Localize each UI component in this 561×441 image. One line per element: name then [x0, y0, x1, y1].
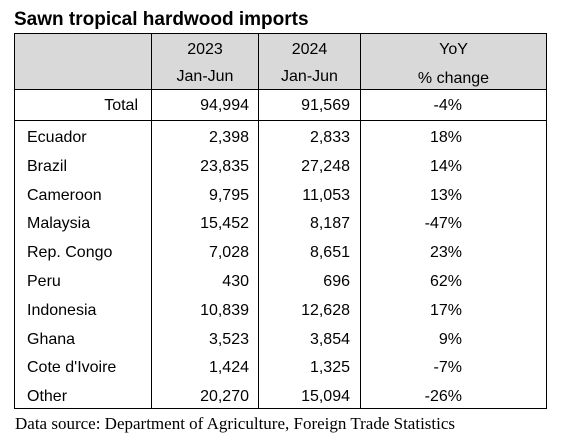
country-cell: Ecuador	[27, 129, 87, 146]
value-2024-cell: 12,628	[301, 302, 350, 319]
imports-table: 2023 Jan-Jun 2024 Jan-Jun YoY % change T…	[14, 33, 547, 409]
total-2023: 94,994	[200, 97, 249, 114]
value-2023-cell: 10,839	[200, 302, 249, 319]
value-2024-cell: 1,325	[309, 359, 350, 376]
header-yoy-unit: % change	[417, 70, 490, 87]
yoy-cell: 14%	[429, 158, 462, 175]
value-2023-cell: 2,398	[208, 129, 249, 146]
column-divider	[258, 34, 259, 408]
country-cell: Other	[27, 388, 68, 405]
value-2024-cell: 27,248	[301, 158, 350, 175]
value-2024-cell: 15,094	[301, 388, 350, 405]
yoy-cell: -7%	[433, 359, 462, 376]
country-cell: Indonesia	[27, 302, 97, 319]
value-2024-cell: 2,833	[309, 129, 350, 146]
value-2024-cell: 11,053	[302, 187, 350, 204]
country-cell: Peru	[27, 273, 61, 290]
country-cell: Cote d'Ivoire	[27, 359, 117, 376]
data-source-note: Data source: Department of Agriculture, …	[15, 414, 456, 433]
yoy-cell: 9%	[438, 331, 462, 348]
country-cell: Brazil	[27, 158, 68, 175]
column-divider	[151, 34, 152, 408]
value-2023-cell: 15,452	[200, 215, 249, 232]
value-2024-cell: 8,187	[309, 215, 350, 232]
yoy-cell: -47%	[424, 215, 462, 232]
value-2023-cell: 430	[222, 273, 249, 290]
value-2023-cell: 9,795	[208, 187, 249, 204]
total-2024: 91,569	[301, 97, 350, 114]
country-cell: Rep. Congo	[27, 244, 113, 261]
country-cell: Cameroon	[27, 187, 102, 204]
header-yoy: YoY	[439, 41, 468, 58]
header-2024-year: 2024	[291, 41, 328, 58]
yoy-cell: 62%	[429, 273, 462, 290]
value-2023-cell: 20,270	[200, 388, 249, 405]
yoy-cell: 17%	[429, 302, 462, 319]
country-cell: Malaysia	[27, 215, 91, 232]
value-2024-cell: 3,854	[309, 331, 350, 348]
value-2023-cell: 7,028	[208, 244, 249, 261]
value-2023-cell: 23,835	[200, 158, 249, 175]
country-cell: Ghana	[27, 331, 76, 348]
value-2023-cell: 1,424	[208, 359, 249, 376]
table-header	[15, 34, 546, 90]
column-divider	[360, 34, 361, 408]
header-2023-period: Jan-Jun	[176, 68, 234, 85]
value-2024-cell: 696	[323, 273, 350, 290]
header-2024-period: Jan-Jun	[281, 68, 338, 85]
value-2024-cell: 8,651	[309, 244, 350, 261]
yoy-cell: 18%	[429, 129, 462, 146]
yoy-cell: 13%	[429, 187, 462, 204]
total-label: Total	[104, 97, 138, 114]
header-2023-year: 2023	[187, 41, 223, 58]
total-yoy: -4%	[433, 97, 462, 114]
table-title: Sawn tropical hardwood imports	[14, 9, 309, 30]
yoy-cell: -26%	[424, 388, 462, 405]
total-separator	[15, 120, 546, 121]
value-2023-cell: 3,523	[208, 331, 249, 348]
yoy-cell: 23%	[429, 244, 462, 261]
